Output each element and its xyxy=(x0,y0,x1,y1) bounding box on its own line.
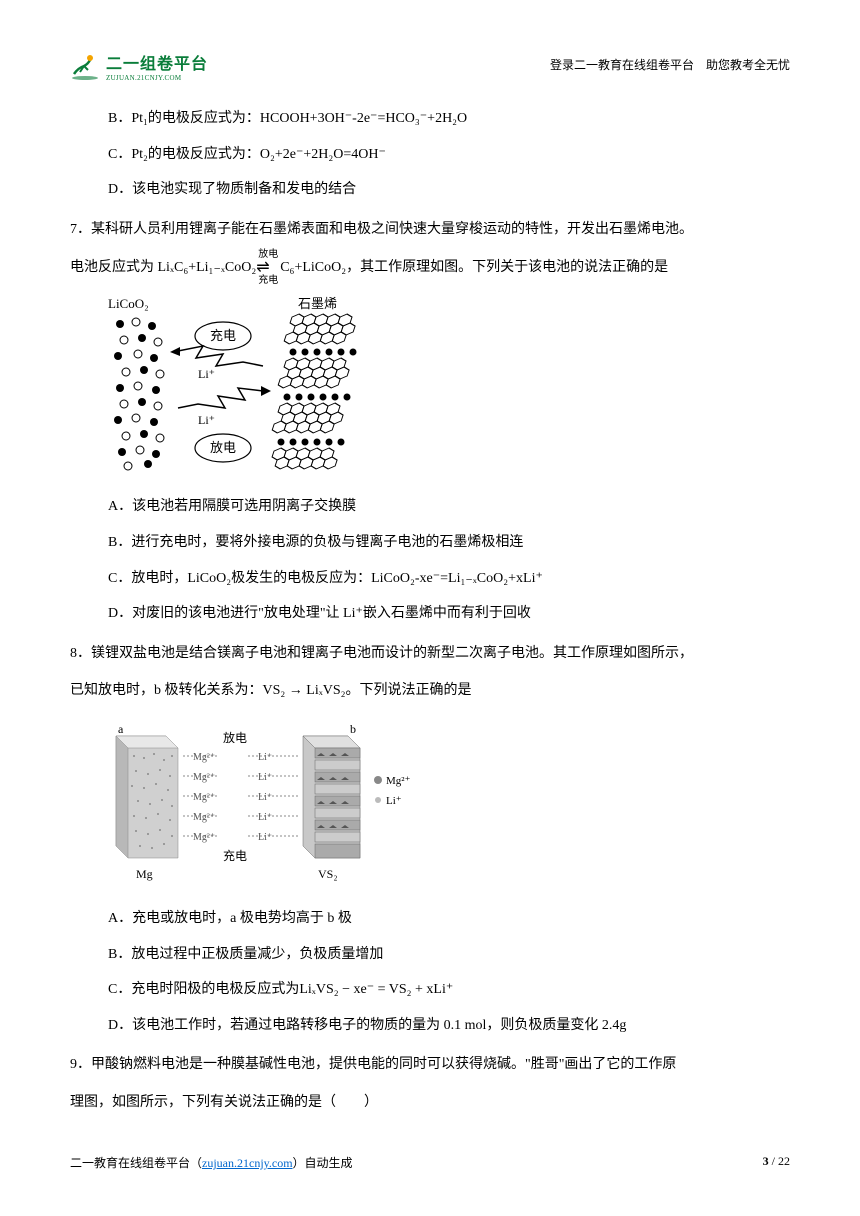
page-number: 3 / 22 xyxy=(763,1154,790,1171)
page-header: 二一组卷平台 ZUJUAN.21CNJY.COM 登录二一教育在线组卷平台 助您… xyxy=(70,50,790,82)
q8-option-b: B．放电过程中正极质量减少，负极质量增加 xyxy=(70,938,790,972)
diag1-right-label: 石墨烯 xyxy=(298,296,337,311)
footer-link[interactable]: zujuan.21cnjy.com xyxy=(202,1156,293,1170)
svg-text:Mg²⁺: Mg²⁺ xyxy=(193,812,215,823)
diag1-left-label: LiCoO₂ xyxy=(108,296,149,311)
svg-text:Li⁺: Li⁺ xyxy=(258,832,272,843)
diag2-mg-ion-label: Mg²⁺ xyxy=(386,775,411,787)
svg-text:Mg²⁺: Mg²⁺ xyxy=(193,752,215,763)
diag2-charge-bottom: 充电 xyxy=(223,848,247,863)
page-footer: 二一教育在线组卷平台（zujuan.21cnjy.com）自动生成 3 / 22 xyxy=(70,1154,790,1171)
diag2-b-label: b xyxy=(350,722,356,736)
footer-text: 二一教育在线组卷平台（zujuan.21cnjy.com）自动生成 xyxy=(70,1154,353,1171)
header-right-text: 登录二一教育在线组卷平台 助您教考全无忧 xyxy=(550,56,790,73)
svg-text:Li⁺: Li⁺ xyxy=(258,752,272,763)
diag1-graphene xyxy=(268,314,359,469)
option-d: D．该电池实现了物质制备和发电的结合 xyxy=(70,173,790,207)
content-body: B．Pt₁的电极反应式为：HCOOH+3OH⁻-2e⁻=HCO₃⁻+2H₂O C… xyxy=(70,102,790,1120)
svg-text:Mg²⁺: Mg²⁺ xyxy=(193,772,215,783)
diag2-vs2-label: VS₂ xyxy=(318,867,338,881)
svg-text:Li⁺: Li⁺ xyxy=(258,772,272,783)
diag2-discharge-top: 放电 xyxy=(223,730,247,745)
q9-stem: 9．甲酸钠燃料电池是一种膜基碱性电池，提供电能的同时可以获得烧碱。"胜哥"画出了… xyxy=(70,1048,790,1082)
reaction-arrow-labels: 放电⇌充电 xyxy=(258,250,278,286)
diag2-mg-label: Mg xyxy=(136,867,153,881)
q7-option-d: D．对废旧的该电池进行"放电处理"让 Li⁺嵌入石墨烯中而有利于回收 xyxy=(70,597,790,631)
q9-continuation: 理图，如图所示，下列有关说法正确的是（ ） xyxy=(70,1086,790,1120)
q8-option-c: C．充电时阳极的电极反应式为LiₓVS₂ − xe⁻ = VS₂ + xLi⁺ xyxy=(70,973,790,1007)
q7-option-c: C．放电时，LiCoO₂极发生的电极反应为：LiCoO₂-xe⁻=Li₁₋ₓCo… xyxy=(70,562,790,596)
logo-text: 二一组卷平台 ZUJUAN.21CNJY.COM xyxy=(106,50,208,82)
q8-continuation: 已知放电时，b 极转化关系为：VS₂ → LiₓVS₂。下列说法正确的是 xyxy=(70,674,790,708)
q8-stem: 8．镁锂双盐电池是结合镁离子电池和锂离子电池而设计的新型二次离子电池。其工作原理… xyxy=(70,637,790,671)
diag1-li-label-1: Li⁺ xyxy=(198,367,215,381)
diag2-li-ion-label: Li⁺ xyxy=(386,795,402,807)
diag2-a-label: a xyxy=(118,722,124,736)
q8-diagram: a Mg b xyxy=(108,718,428,888)
q8-option-d: D．该电池工作时，若通过电路转移电子的物质的量为 0.1 mol，则负极质量变化… xyxy=(70,1009,790,1043)
logo-sub-text: ZUJUAN.21CNJY.COM xyxy=(106,74,208,82)
logo-main-text: 二一组卷平台 xyxy=(106,50,208,74)
svg-text:Li⁺: Li⁺ xyxy=(258,812,272,823)
diag1-charge-label: 充电 xyxy=(210,328,236,343)
svg-text:Mg²⁺: Mg²⁺ xyxy=(193,792,215,803)
logo-icon xyxy=(70,52,100,80)
q7-option-a: A．该电池若用隔膜可选用阴离子交换膜 xyxy=(70,490,790,524)
q8-option-a: A．充电或放电时，a 极电势均高于 b 极 xyxy=(70,902,790,936)
svg-text:Li⁺: Li⁺ xyxy=(258,792,272,803)
logo-area: 二一组卷平台 ZUJUAN.21CNJY.COM xyxy=(70,50,208,82)
q7-cont-suffix: C₆+LiCoO₂，其工作原理如图。下列关于该电池的说法正确的是 xyxy=(280,261,668,276)
q7-cont-prefix: 电池反应式为 LiₓC₆+Li₁₋ₓCoO₂ xyxy=(70,261,256,276)
q7-stem: 7．某科研人员利用锂离子能在石墨烯表面和电极之间快速大量穿梭运动的特性，开发出石… xyxy=(70,213,790,247)
option-b: B．Pt₁的电极反应式为：HCOOH+3OH⁻-2e⁻=HCO₃⁻+2H₂O xyxy=(70,102,790,136)
diag1-discharge-label: 放电 xyxy=(210,440,236,455)
q7-diagram: LiCoO₂ 石墨烯 xyxy=(108,296,388,476)
option-c: C．Pt₂的电极反应式为：O₂+2e⁻+2H₂O=4OH⁻ xyxy=(70,138,790,172)
svg-text:Mg²⁺: Mg²⁺ xyxy=(193,832,215,843)
diag1-li-label-2: Li⁺ xyxy=(198,413,215,427)
q7-option-b: B．进行充电时，要将外接电源的负极与锂离子电池的石墨烯极相连 xyxy=(70,526,790,560)
q7-continuation: 电池反应式为 LiₓC₆+Li₁₋ₓCoO₂放电⇌充电C₆+LiCoO₂，其工作… xyxy=(70,250,790,286)
